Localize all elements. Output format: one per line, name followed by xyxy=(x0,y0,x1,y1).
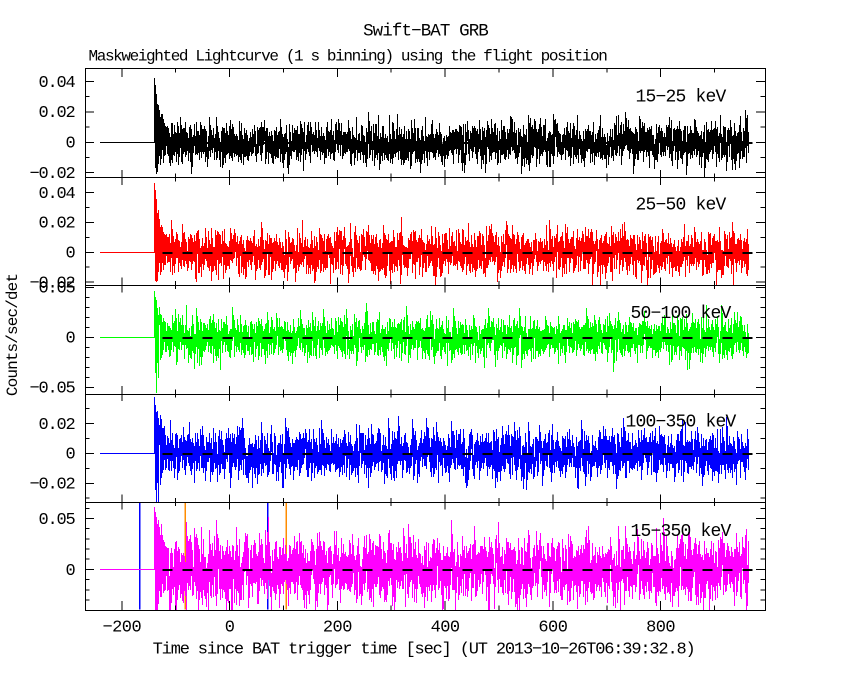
svg-text:Counts/sec/det: Counts/sec/det xyxy=(4,274,22,396)
svg-text:−0.05: −0.05 xyxy=(29,380,75,399)
svg-text:25−50 keV: 25−50 keV xyxy=(635,196,726,216)
svg-text:Maskweighted Lightcurve (1 s b: Maskweighted Lightcurve (1 s binning) us… xyxy=(89,48,608,66)
svg-text:15−350 keV: 15−350 keV xyxy=(630,522,731,542)
svg-text:200: 200 xyxy=(323,619,352,638)
svg-text:0: 0 xyxy=(225,619,235,638)
svg-text:−200: −200 xyxy=(102,619,141,638)
svg-text:50−100 keV: 50−100 keV xyxy=(630,304,731,324)
svg-text:0: 0 xyxy=(65,135,75,154)
svg-text:0.04: 0.04 xyxy=(38,185,75,204)
svg-text:0.05: 0.05 xyxy=(38,511,75,530)
svg-text:−0.02: −0.02 xyxy=(29,275,74,294)
svg-text:0.02: 0.02 xyxy=(38,215,74,234)
svg-text:−0.02: −0.02 xyxy=(29,476,74,495)
svg-text:800: 800 xyxy=(646,619,675,638)
svg-text:0: 0 xyxy=(65,245,75,264)
svg-text:600: 600 xyxy=(538,619,567,638)
svg-text:0: 0 xyxy=(65,330,75,349)
svg-text:Time since BAT trigger time [s: Time since BAT trigger time [sec] (UT 20… xyxy=(153,641,695,660)
svg-text:0: 0 xyxy=(65,446,75,465)
svg-text:0.02: 0.02 xyxy=(38,416,74,435)
svg-text:15−25 keV: 15−25 keV xyxy=(635,88,726,108)
svg-text:Swift−BAT GRB: Swift−BAT GRB xyxy=(363,22,488,42)
svg-text:0: 0 xyxy=(65,562,75,581)
svg-text:0.02: 0.02 xyxy=(38,104,74,123)
svg-text:100−350 keV: 100−350 keV xyxy=(625,413,736,433)
svg-text:0.04: 0.04 xyxy=(38,74,75,93)
svg-text:0.05: 0.05 xyxy=(38,280,75,299)
svg-text:400: 400 xyxy=(431,619,460,638)
svg-text:−0.02: −0.02 xyxy=(29,165,74,184)
